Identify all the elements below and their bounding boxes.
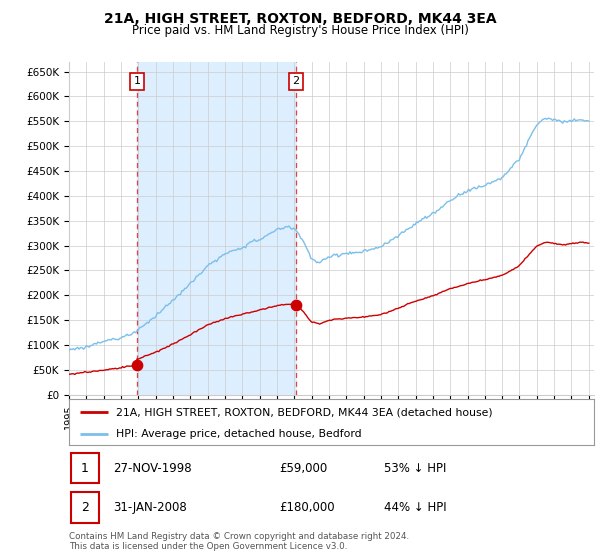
Text: 53% ↓ HPI: 53% ↓ HPI — [384, 461, 446, 475]
Text: 27-NOV-1998: 27-NOV-1998 — [113, 461, 192, 475]
FancyBboxPatch shape — [71, 453, 100, 483]
Bar — [137, 62, 296, 395]
Text: 2: 2 — [293, 77, 299, 86]
Point — [132, 361, 142, 370]
Text: Contains HM Land Registry data © Crown copyright and database right 2024.
This d: Contains HM Land Registry data © Crown c… — [69, 532, 409, 552]
Text: HPI: Average price, detached house, Bedford: HPI: Average price, detached house, Bedf… — [116, 429, 362, 438]
Text: Price paid vs. HM Land Registry's House Price Index (HPI): Price paid vs. HM Land Registry's House … — [131, 24, 469, 36]
Text: £180,000: £180,000 — [279, 501, 335, 514]
Text: 31-JAN-2008: 31-JAN-2008 — [113, 501, 187, 514]
Text: 21A, HIGH STREET, ROXTON, BEDFORD, MK44 3EA: 21A, HIGH STREET, ROXTON, BEDFORD, MK44 … — [104, 12, 496, 26]
Text: £59,000: £59,000 — [279, 461, 327, 475]
FancyBboxPatch shape — [71, 492, 100, 522]
Point — [291, 301, 301, 310]
Text: 44% ↓ HPI: 44% ↓ HPI — [384, 501, 446, 514]
Text: 1: 1 — [81, 461, 89, 475]
Text: 21A, HIGH STREET, ROXTON, BEDFORD, MK44 3EA (detached house): 21A, HIGH STREET, ROXTON, BEDFORD, MK44 … — [116, 407, 493, 417]
Text: 2: 2 — [81, 501, 89, 514]
Text: 1: 1 — [134, 77, 140, 86]
